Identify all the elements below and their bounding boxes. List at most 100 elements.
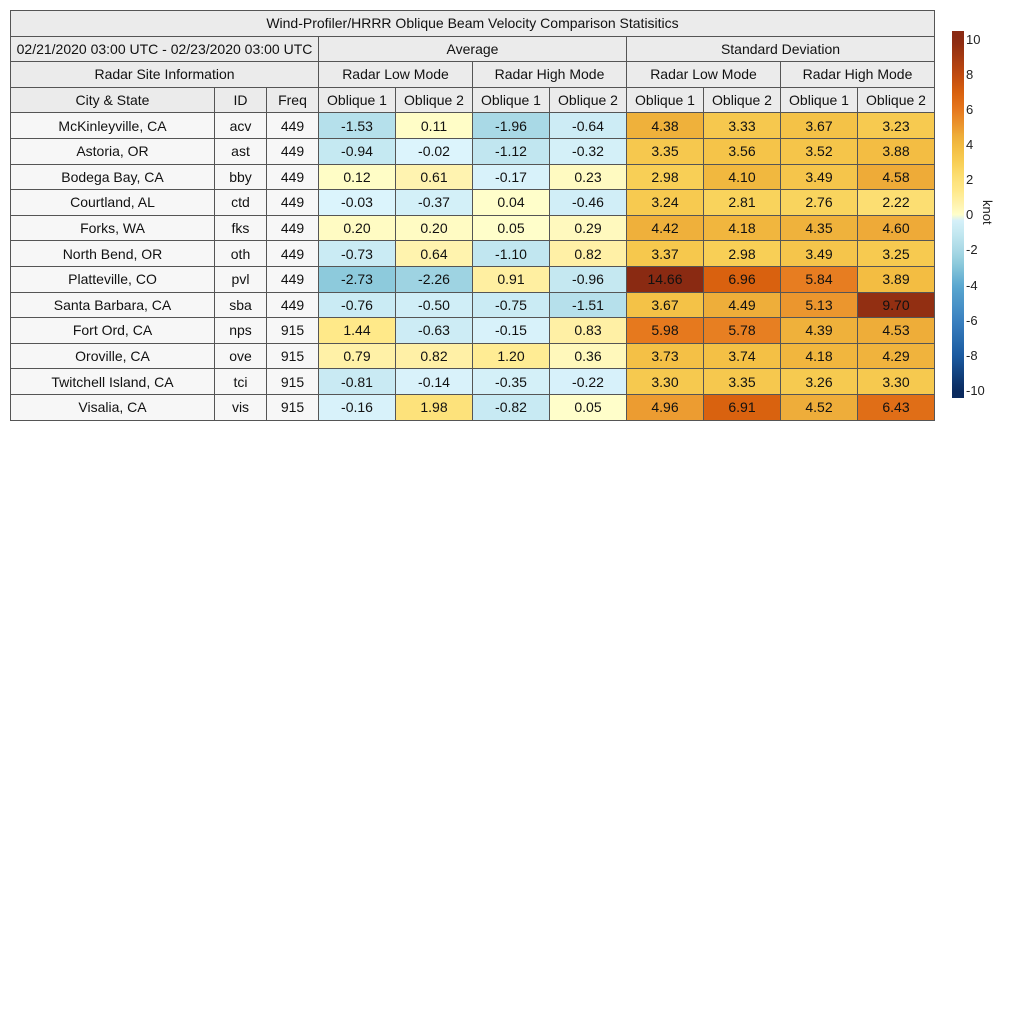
- heatmap-cell: 3.30: [857, 368, 935, 395]
- heatmap-cell: -0.22: [549, 368, 627, 395]
- heatmap-cell: 4.42: [626, 214, 704, 242]
- mode-header: Radar High Mode: [780, 61, 935, 88]
- colorbar-tick-label: 0: [966, 207, 974, 223]
- heatmap-cell: -0.81: [318, 368, 396, 395]
- colorbar-tick-label: -4: [966, 277, 978, 293]
- site-freq: 449: [266, 189, 319, 216]
- site-id: vis: [214, 393, 267, 421]
- site-id: bby: [214, 163, 267, 191]
- site-freq: 449: [266, 163, 319, 191]
- column-header: Freq: [266, 86, 319, 114]
- site-id: nps: [214, 317, 267, 344]
- table-row: Visalia, CA vis 915 -0.16 1.98 -0.82 0.05 4.96 6…: [10, 393, 935, 421]
- heatmap-cell: 0.12: [318, 163, 396, 191]
- heatmap-cell: 4.96: [626, 393, 704, 421]
- site-city: Astoria, OR: [10, 137, 215, 165]
- table-title: Wind-Profiler/HRRR Oblique Beam Velocity…: [10, 10, 935, 37]
- colorbar-label: knot: [980, 200, 995, 225]
- statistics-table: Wind-Profiler/HRRR Oblique Beam Velocity…: [10, 10, 935, 421]
- heatmap-cell: 0.36: [549, 342, 627, 370]
- heatmap-cell: -0.02: [395, 137, 473, 165]
- site-freq: 449: [266, 214, 319, 242]
- site-city: Oroville, CA: [10, 342, 215, 370]
- heatmap-cell: 3.74: [703, 342, 781, 370]
- heatmap-cell: -0.46: [549, 189, 627, 216]
- heatmap-cell: 6.96: [703, 265, 781, 293]
- heatmap-cell: 1.44: [318, 317, 396, 344]
- heatmap-cell: -0.76: [318, 291, 396, 319]
- heatmap-cell: -0.16: [318, 393, 396, 421]
- column-header: Oblique 2: [549, 86, 627, 114]
- heatmap-cell: 4.39: [780, 317, 858, 344]
- site-info-header: Radar Site Information: [10, 61, 319, 88]
- table-row: Platteville, CO pvl 449 -2.73 -2.26 0.91 -0.96…: [10, 265, 935, 293]
- site-freq: 915: [266, 317, 319, 344]
- colorbar-tick-label: -8: [966, 347, 978, 363]
- heatmap-cell: 6.43: [857, 393, 935, 421]
- colorbar-tick-label: 6: [966, 102, 974, 118]
- heatmap-cell: 5.13: [780, 291, 858, 319]
- heatmap-cell: 4.38: [626, 112, 704, 139]
- column-header: Oblique 2: [857, 86, 935, 114]
- heatmap-cell: 3.89: [857, 265, 935, 293]
- heatmap-cell: 0.79: [318, 342, 396, 370]
- heatmap-cell: 1.98: [395, 393, 473, 421]
- site-id: ove: [214, 342, 267, 370]
- table-row: Oroville, CA ove 915 0.79 0.82 1.20 0.36 3.73 3.…: [10, 342, 935, 370]
- column-header: City & State: [10, 86, 215, 114]
- site-city: Santa Barbara, CA: [10, 291, 215, 319]
- site-id: pvl: [214, 265, 267, 293]
- table-row: Fort Ord, CA nps 915 1.44 -0.63 -0.15 0.83 5.98…: [10, 317, 935, 344]
- heatmap-cell: 3.52: [780, 137, 858, 165]
- heatmap-cell: 0.82: [395, 342, 473, 370]
- heatmap-cell: 3.67: [780, 112, 858, 139]
- site-freq: 449: [266, 112, 319, 139]
- site-freq: 449: [266, 137, 319, 165]
- column-header: ID: [214, 86, 267, 114]
- site-freq: 449: [266, 240, 319, 267]
- column-header: Oblique 2: [703, 86, 781, 114]
- heatmap-cell: 3.67: [626, 291, 704, 319]
- column-header: Oblique 1: [472, 86, 550, 114]
- column-header: Oblique 1: [626, 86, 704, 114]
- heatmap-cell: 9.70: [857, 291, 935, 319]
- column-header: Oblique 2: [395, 86, 473, 114]
- heatmap-cell: -0.17: [472, 163, 550, 191]
- heatmap-cell: 0.20: [395, 214, 473, 242]
- heatmap-cell: -0.35: [472, 368, 550, 395]
- site-id: ctd: [214, 189, 267, 216]
- table-row: Santa Barbara, CA sba 449 -0.76 -0.50 -0.75 -1…: [10, 291, 935, 319]
- heatmap-cell: -1.10: [472, 240, 550, 267]
- site-id: fks: [214, 214, 267, 242]
- heatmap-cell: -2.73: [318, 265, 396, 293]
- heatmap-cell: 2.81: [703, 189, 781, 216]
- site-city: Visalia, CA: [10, 393, 215, 421]
- column-header: Oblique 1: [318, 86, 396, 114]
- heatmap-cell: 0.91: [472, 265, 550, 293]
- heatmap-cell: -1.53: [318, 112, 396, 139]
- heatmap-cell: 0.82: [549, 240, 627, 267]
- period-label: 02/21/2020 03:00 UTC - 02/23/2020 03:00 …: [10, 35, 319, 63]
- heatmap-cell: 0.11: [395, 112, 473, 139]
- group-header-average: Average: [318, 35, 627, 63]
- heatmap-cell: 2.76: [780, 189, 858, 216]
- colorbar-tick-label: -6: [966, 312, 978, 328]
- heatmap-cell: -0.32: [549, 137, 627, 165]
- site-id: oth: [214, 240, 267, 267]
- heatmap-cell: 3.73: [626, 342, 704, 370]
- heatmap-cell: 14.66: [626, 265, 704, 293]
- colorbar: [952, 31, 964, 398]
- site-freq: 915: [266, 368, 319, 395]
- heatmap-cell: 3.49: [780, 240, 858, 267]
- heatmap-cell: 4.29: [857, 342, 935, 370]
- heatmap-cell: 0.05: [472, 214, 550, 242]
- heatmap-cell: -0.03: [318, 189, 396, 216]
- heatmap-cell: 5.98: [626, 317, 704, 344]
- heatmap-cell: -1.96: [472, 112, 550, 139]
- heatmap-cell: 3.23: [857, 112, 935, 139]
- heatmap-cell: 0.29: [549, 214, 627, 242]
- colorbar-tick-label: 2: [966, 172, 974, 188]
- colorbar-tick-label: 8: [966, 66, 974, 82]
- heatmap-cell: 3.33: [703, 112, 781, 139]
- site-id: sba: [214, 291, 267, 319]
